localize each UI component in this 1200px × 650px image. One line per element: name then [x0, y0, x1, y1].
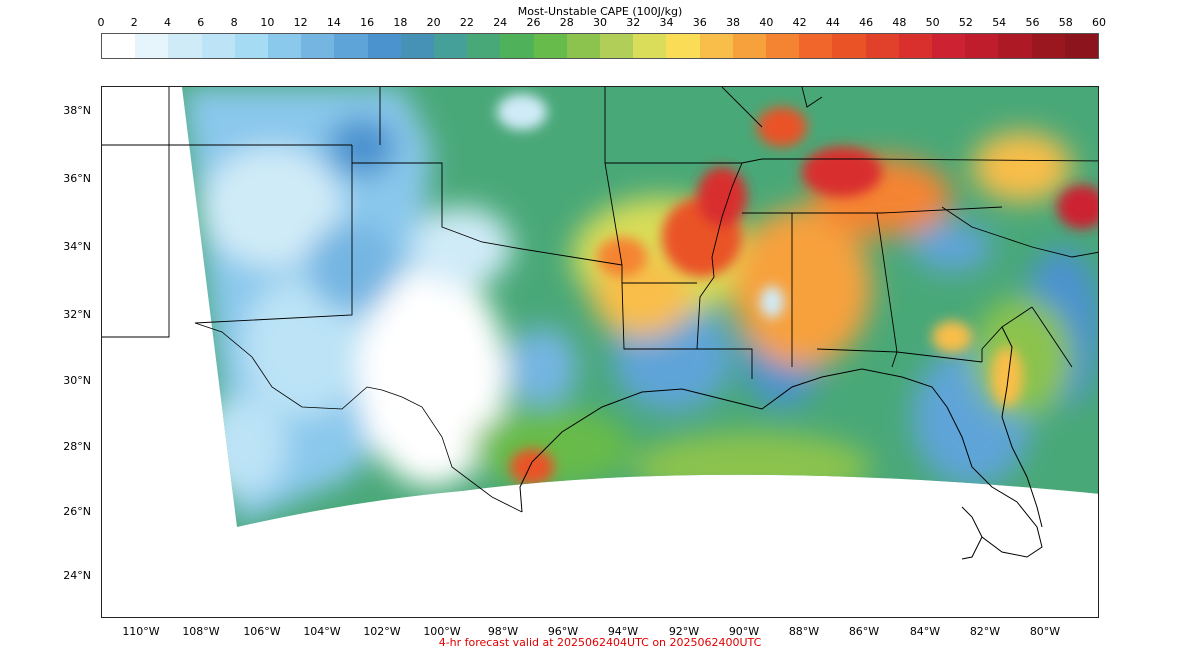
coastline — [519, 326, 1043, 560]
colorbar-title: Most-Unstable CAPE (100J/kg) — [517, 5, 683, 18]
colorbar-tick-label: 16 — [360, 16, 375, 29]
colorbar-segment — [533, 34, 567, 58]
colorbar-segment — [932, 34, 966, 58]
lon-label-98w: 98°W — [487, 625, 519, 638]
colorbar-tick-label: 34 — [659, 16, 674, 29]
colorbar-tick-label: 4 — [164, 16, 172, 29]
lat-label-26n: 26°N — [63, 505, 91, 518]
colorbar-tick-label: 46 — [859, 16, 874, 29]
colorbar-tick-label: 10 — [260, 16, 275, 29]
colorbar-segment — [633, 34, 667, 58]
colorbar-tick-label: 26 — [526, 16, 541, 29]
international-border — [194, 322, 523, 513]
colorbar-tick-label: 24 — [493, 16, 508, 29]
colorbar-segment — [234, 34, 269, 58]
colorbar-segment — [168, 34, 202, 58]
colorbar-segment — [666, 34, 700, 58]
lat-label-28n: 28°N — [63, 440, 91, 453]
colorbar-segment — [135, 34, 169, 58]
lat-label-38n: 38°N — [63, 104, 91, 117]
colorbar-tick-label: 28 — [559, 16, 574, 29]
lon-label-100w: 100°W — [423, 625, 461, 638]
colorbar-segment — [732, 34, 767, 58]
colorbar-tick-label: 20 — [426, 16, 441, 29]
colorbar-segment — [799, 34, 833, 58]
lon-label-102w: 102°W — [363, 625, 401, 638]
lat-label-32n: 32°N — [63, 308, 91, 321]
colorbar-tick-label: 12 — [293, 16, 308, 29]
colorbar-tick-labels: 0 2 4 6 8 10 12 14 16 18 20 22 24 26 28 30 32 34 36 38 40 42 4… — [0, 0, 1200, 32]
lat-label-24n: 24°N — [63, 569, 91, 582]
colorbar-tick-label: 2 — [130, 16, 138, 29]
colorbar-segment — [566, 34, 601, 58]
colorbar-segment — [832, 34, 866, 58]
lon-label-80w: 80°W — [1029, 625, 1061, 638]
colorbar-segment — [268, 34, 302, 58]
colorbar-segment — [766, 34, 800, 58]
cape-map-svg — [102, 87, 1098, 560]
colorbar-segment — [500, 34, 534, 58]
colorbar-segment — [1031, 34, 1065, 58]
colorbar-tick-label: 32 — [626, 16, 641, 29]
colorbar-tick-label: 36 — [692, 16, 707, 29]
colorbar-tick-label: 18 — [393, 16, 408, 29]
colorbar-tick-label: 54 — [992, 16, 1007, 29]
colorbar-tick-label: 40 — [759, 16, 774, 29]
colorbar-segment — [434, 34, 468, 58]
colorbar-segment — [998, 34, 1032, 58]
state-borders — [102, 87, 1098, 379]
lon-label-84w: 84°W — [909, 625, 941, 638]
lon-label-82w: 82°W — [969, 625, 1001, 638]
colorbar-segment — [865, 34, 899, 58]
colorbar-tick-label: 50 — [925, 16, 940, 29]
lon-label-90w: 90°W — [728, 625, 760, 638]
colorbar-tick-label: 56 — [1025, 16, 1040, 29]
colorbar-tick-label: 0 — [97, 16, 105, 29]
colorbar-segment — [102, 34, 136, 58]
lon-label-106w: 106°W — [243, 625, 281, 638]
colorbar-tick-label: 22 — [459, 16, 474, 29]
colorbar-segment — [1064, 34, 1099, 58]
colorbar-tick-label: 8 — [230, 16, 238, 29]
colorbar-segment — [467, 34, 501, 58]
lat-label-36n: 36°N — [63, 172, 91, 185]
colorbar-tick-label: 58 — [1058, 16, 1073, 29]
colorbar-segment — [600, 34, 634, 58]
lat-label-30n: 30°N — [63, 374, 91, 387]
colorbar-segment — [965, 34, 999, 58]
cape-map — [101, 86, 1099, 618]
colorbar-tick-label: 48 — [892, 16, 907, 29]
colorbar-segment — [898, 34, 933, 58]
colorbar-tick-label: 6 — [197, 16, 205, 29]
colorbar-segment — [699, 34, 733, 58]
lon-label-92w: 92°W — [668, 625, 700, 638]
colorbar-segment — [334, 34, 368, 58]
colorbar-segment — [301, 34, 335, 58]
colorbar-tick-label: 42 — [792, 16, 807, 29]
colorbar-tick-label: 14 — [326, 16, 341, 29]
lat-label-34n: 34°N — [63, 240, 91, 253]
lon-label-88w: 88°W — [788, 625, 820, 638]
colorbar-tick-label: 60 — [1092, 16, 1106, 29]
lon-label-86w: 86°W — [848, 625, 880, 638]
colorbar-segment — [400, 34, 435, 58]
lon-label-94w: 94°W — [607, 625, 639, 638]
lon-label-104w: 104°W — [303, 625, 341, 638]
colorbar-segment — [367, 34, 401, 58]
colorbar — [101, 33, 1099, 59]
lon-label-96w: 96°W — [547, 625, 579, 638]
colorbar-tick-label: 30 — [593, 16, 607, 29]
colorbar-tick-label: 52 — [958, 16, 973, 29]
colorbar-segment — [201, 34, 235, 58]
colorbar-tick-label: 44 — [825, 16, 840, 29]
lon-label-110w: 110°W — [122, 625, 160, 638]
cape-field — [182, 87, 1098, 527]
colorbar-tick-label: 38 — [726, 16, 741, 29]
lon-label-108w: 108°W — [182, 625, 220, 638]
forecast-valid-text: 4-hr forecast valid at 2025062404UTC on … — [438, 636, 762, 649]
